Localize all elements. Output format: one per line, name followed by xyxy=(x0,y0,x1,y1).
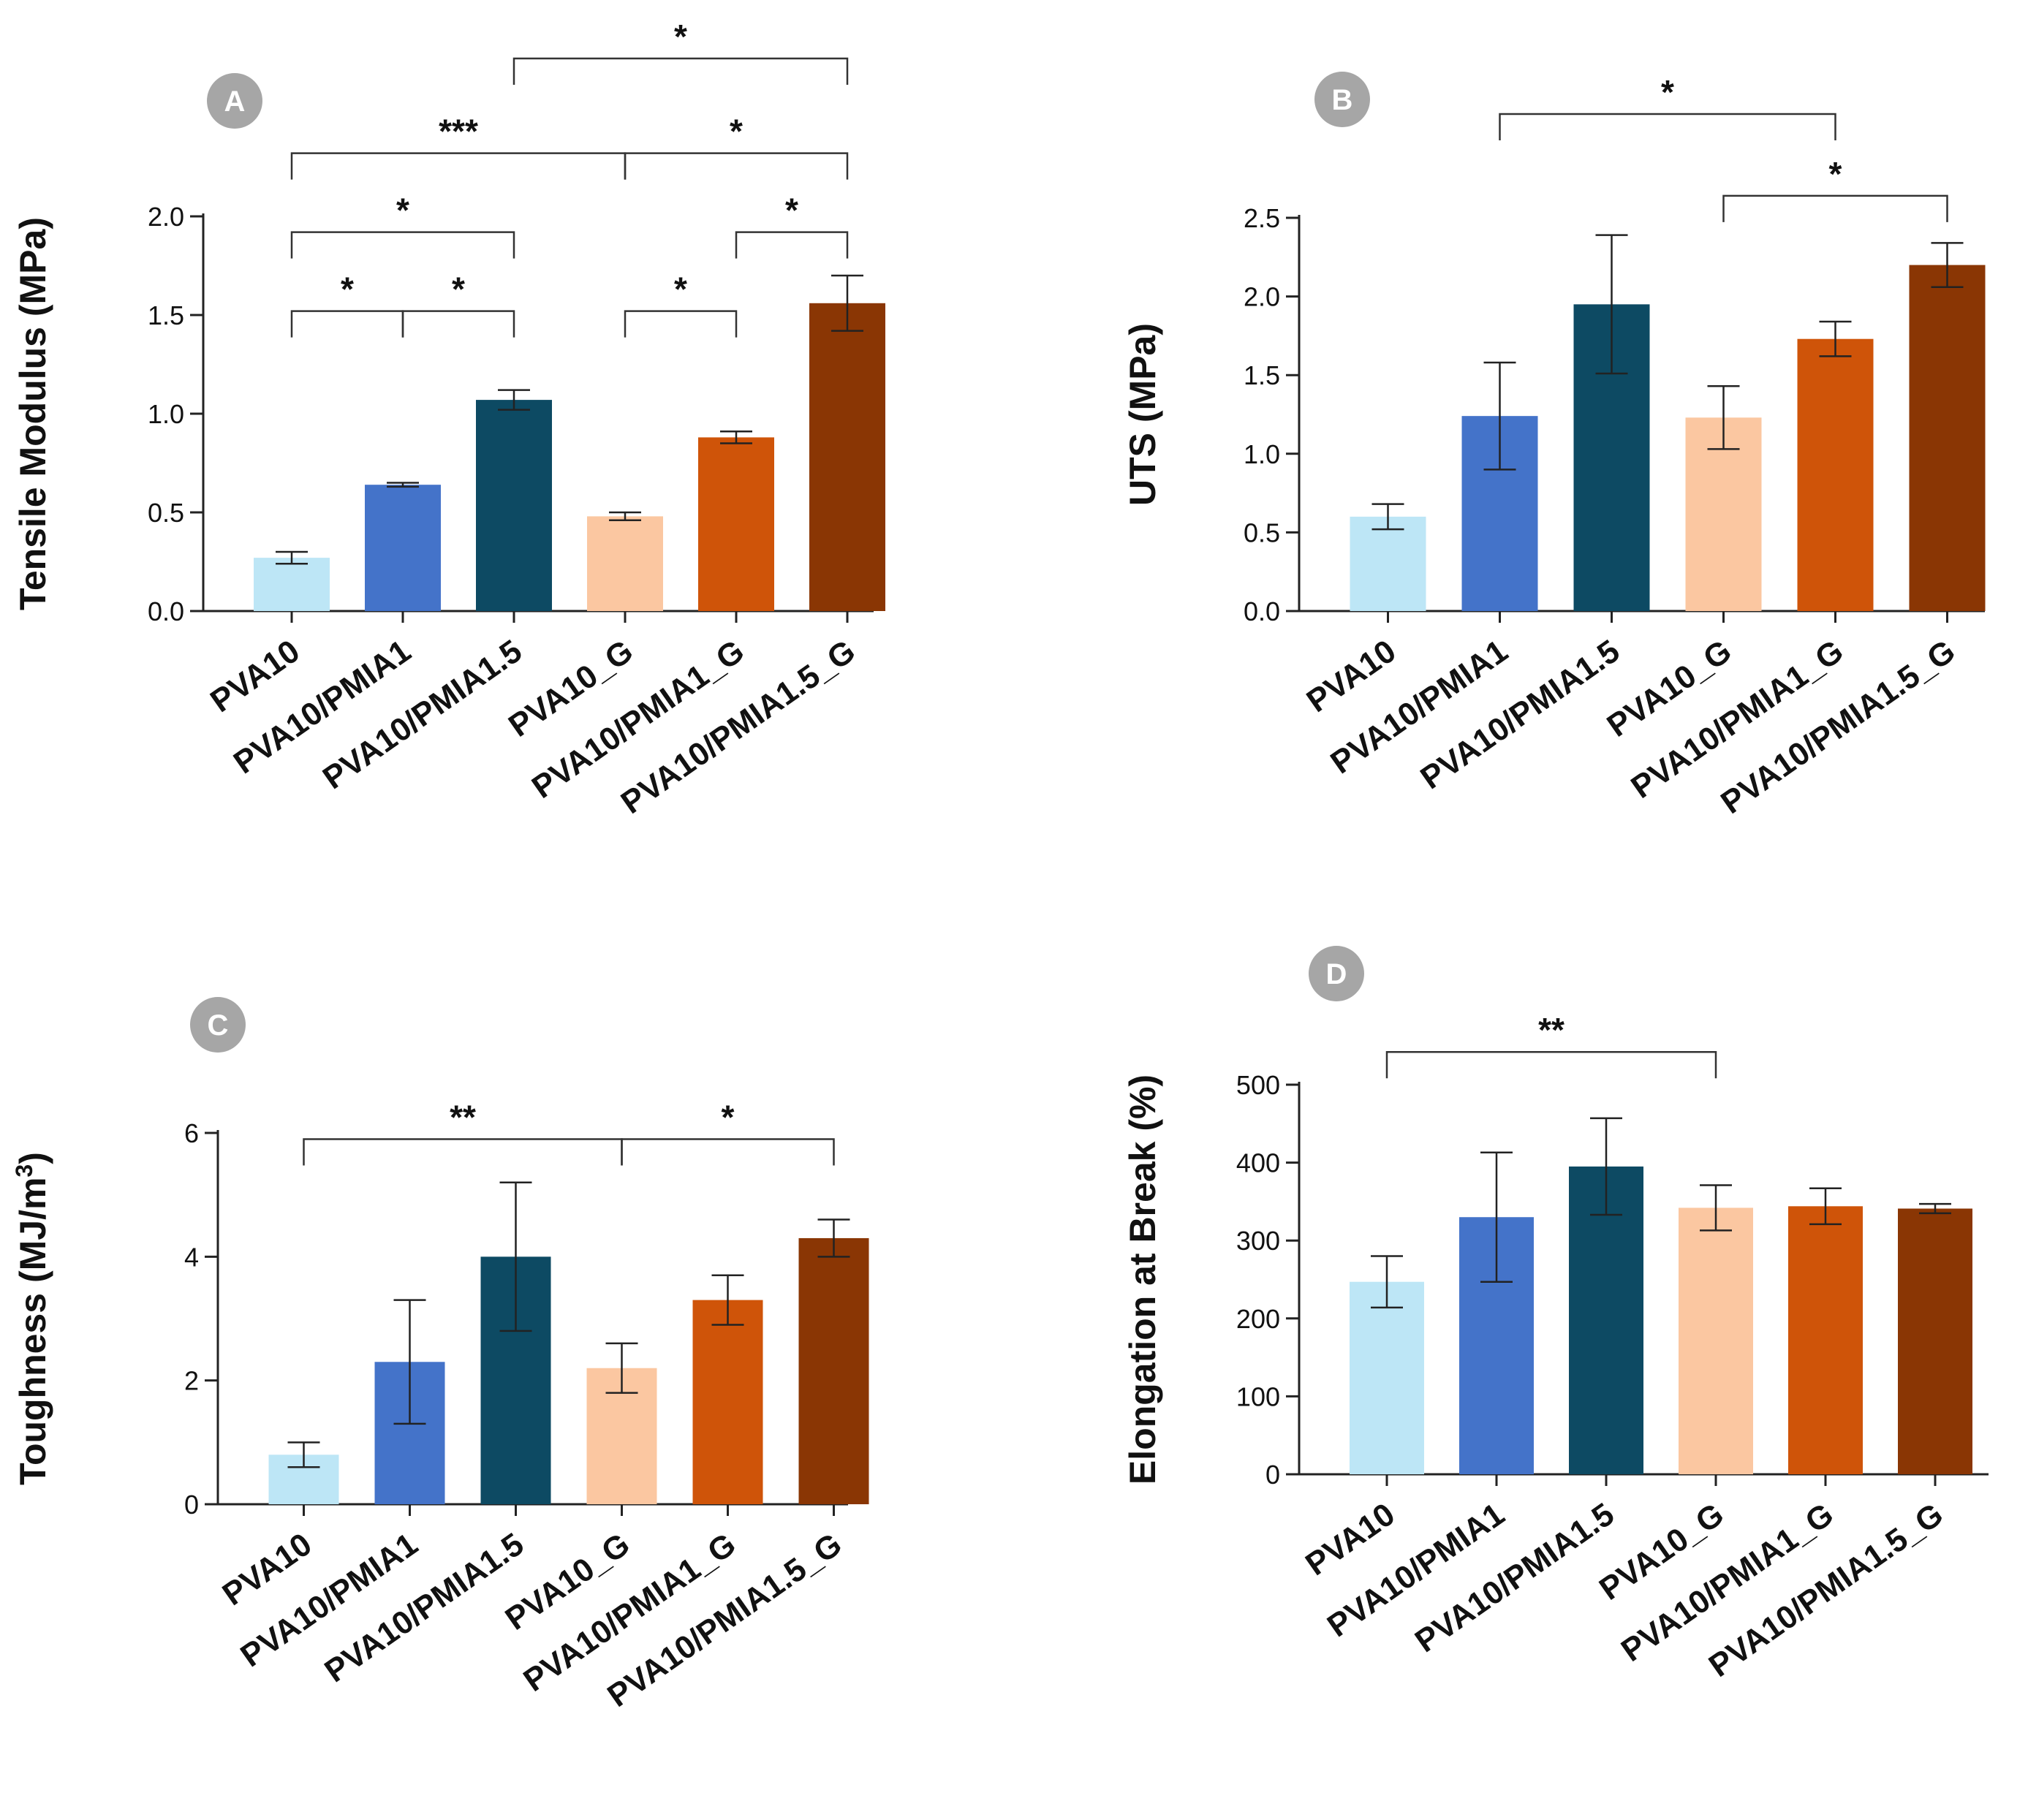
significance-bracket xyxy=(512,57,849,85)
bar xyxy=(798,1237,869,1504)
bar xyxy=(254,558,330,611)
y-tick-label: 2.0 xyxy=(1244,282,1280,312)
y-tick-label: 0.5 xyxy=(148,498,184,528)
panel-label: A xyxy=(224,86,246,118)
bar xyxy=(365,485,441,611)
bar xyxy=(1797,338,1874,611)
y-tick-label: 0.0 xyxy=(148,596,184,626)
y-axis-label: Tensile Modulus (MPa) xyxy=(12,217,53,610)
y-tick-label: 0 xyxy=(1265,1460,1280,1490)
significance-label: * xyxy=(674,270,687,308)
bar xyxy=(1909,265,1986,611)
panel-badge-b xyxy=(1314,72,1370,127)
y-tick-label: 1.5 xyxy=(148,300,184,330)
x-tick-label: PVA10/PMIA1.5 xyxy=(1414,633,1626,796)
significance-bracket xyxy=(1385,1050,1717,1079)
x-tick-label: PVA10 xyxy=(1301,633,1403,719)
significance-bracket xyxy=(290,231,515,259)
y-axis-label: UTS (MPa) xyxy=(1122,323,1163,506)
y-tick-label: 500 xyxy=(1236,1070,1280,1100)
panel-label: B xyxy=(1332,84,1353,116)
y-tick-label: 400 xyxy=(1236,1148,1280,1178)
significance-label: * xyxy=(730,113,743,151)
significance-label: * xyxy=(722,1098,735,1136)
significance-label: ** xyxy=(1538,1011,1564,1049)
significance-label: * xyxy=(785,192,798,230)
bar xyxy=(1350,1281,1424,1474)
bar xyxy=(698,437,774,611)
bar xyxy=(1569,1166,1643,1474)
y-tick-label: 0.0 xyxy=(1244,596,1280,626)
panel-badge-a xyxy=(207,73,262,129)
significance-label: * xyxy=(341,270,354,308)
significance-bracket xyxy=(290,152,627,180)
bar xyxy=(587,516,663,611)
y-tick-label: 2 xyxy=(184,1366,199,1396)
significance-bracket xyxy=(290,310,404,338)
bar xyxy=(809,303,885,611)
y-axis-label-text: Toughness (MJ/m xyxy=(12,1178,53,1485)
y-axis-label: Elongation at Break (%) xyxy=(1122,1074,1163,1485)
significance-bracket xyxy=(303,1138,623,1166)
bar xyxy=(1898,1208,1972,1474)
significance-bracket xyxy=(735,231,849,259)
bar xyxy=(1350,516,1426,611)
panel-badge-c xyxy=(190,997,246,1053)
significance-label: * xyxy=(674,18,687,56)
y-tick-label: 300 xyxy=(1236,1226,1280,1256)
y-tick-label: 100 xyxy=(1236,1381,1280,1411)
y-axis-label-text: Elongation at Break (%) xyxy=(1122,1074,1163,1485)
y-tick-label: 1.0 xyxy=(148,399,184,429)
significance-label: * xyxy=(1661,73,1674,111)
y-tick-label: 6 xyxy=(184,1118,199,1148)
significance-bracket xyxy=(1499,113,1836,140)
panel-label: D xyxy=(1326,958,1347,990)
significance-label: ** xyxy=(450,1098,476,1136)
y-tick-label: 1.0 xyxy=(1244,439,1280,469)
x-tick-label: PVA10/PMIA1.5 xyxy=(317,633,529,796)
significance-bracket xyxy=(1722,194,1948,222)
y-tick-label: 2.5 xyxy=(1244,203,1280,233)
y-tick-label: 200 xyxy=(1236,1304,1280,1334)
panel-a: A 0.0 0.5 1.0 1.5 2.0 Tensile Modulus (MPa) PVA… xyxy=(12,18,885,821)
y-tick-label: 0 xyxy=(184,1490,199,1520)
significance-label: * xyxy=(452,270,465,308)
y-tick-label: 0.5 xyxy=(1244,517,1280,547)
bar xyxy=(1788,1206,1863,1474)
significance-bracket xyxy=(401,310,515,338)
bar xyxy=(1679,1207,1753,1474)
bar xyxy=(692,1300,763,1504)
y-axis-label-end: ) xyxy=(12,1152,53,1164)
y-tick-label: 2.0 xyxy=(148,202,184,232)
y-axis-label-text: UTS (MPa) xyxy=(1122,323,1163,506)
significance-bracket xyxy=(624,152,849,180)
significance-bracket xyxy=(621,1138,835,1166)
y-axis-label: Toughness (MJ/m3) xyxy=(11,1152,53,1485)
y-axis-label-text: Tensile Modulus (MPa) xyxy=(12,217,53,610)
panel-badge-d xyxy=(1309,946,1364,1001)
significance-label: *** xyxy=(439,113,478,151)
y-tick-label: 1.5 xyxy=(1244,360,1280,390)
bar xyxy=(476,400,552,611)
x-tick-label: PVA10/PMIA1.5 xyxy=(1409,1496,1621,1659)
significance-bracket xyxy=(624,310,738,338)
panel-d: D 0 100 200 300 400 500 Elongation at Break (%)… xyxy=(1122,946,1989,1684)
significance-label: * xyxy=(1829,155,1842,193)
significance-label: * xyxy=(396,192,409,230)
panel-label: C xyxy=(208,1009,229,1042)
panel-b: B 0.0 0.5 1.0 1.5 2.0 2.5 UTS (MPa) PVA10PVA10/P… xyxy=(1122,72,1986,821)
y-axis-label-superscript: 3 xyxy=(11,1164,37,1178)
y-tick-label: 4 xyxy=(184,1242,199,1272)
